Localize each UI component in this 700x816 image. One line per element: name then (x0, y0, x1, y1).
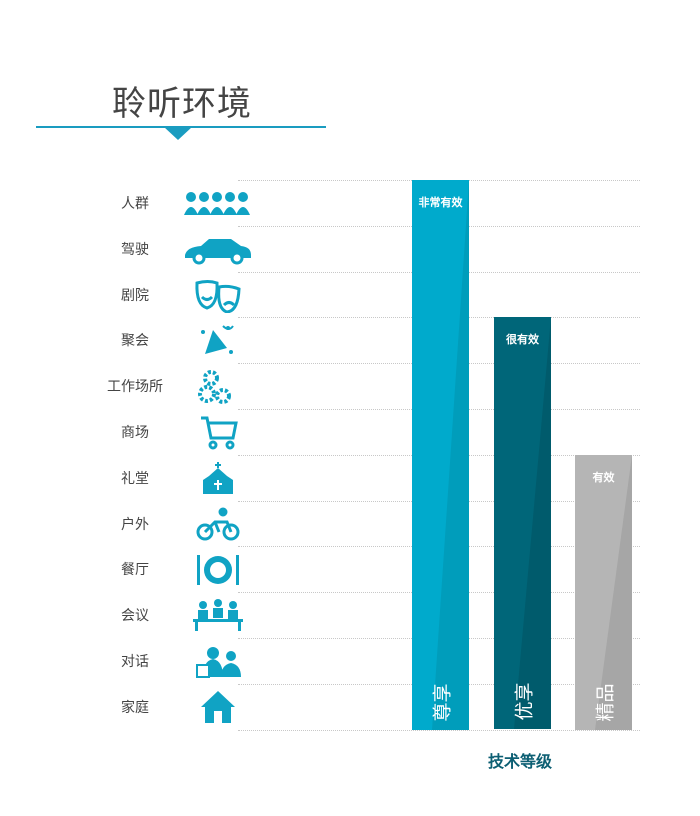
car-icon (185, 239, 251, 265)
grid-line (238, 730, 640, 731)
x-axis-label: 技术等级 (487, 752, 552, 771)
house-icon (201, 691, 235, 723)
gears-icon (198, 370, 231, 404)
tier-bar: 非常有效 尊享 (412, 180, 469, 730)
category-label: 家庭 (121, 700, 149, 716)
category-label: 驾驶 (121, 242, 149, 258)
plate-cutlery-icon (197, 555, 239, 585)
category-label: 工作场所 (107, 379, 163, 395)
effectiveness-label: 很有效 (506, 333, 539, 346)
category-label: 户外 (121, 517, 149, 533)
category-label: 剧院 (121, 288, 149, 304)
tier-bar: 有效 精品 (575, 455, 632, 730)
tier-bar: 很有效 优享 (494, 317, 551, 729)
category-label: 商场 (121, 425, 149, 441)
category-label: 人群 (121, 196, 149, 212)
conversation-icon (196, 647, 241, 678)
tier-name: 精品 (594, 683, 616, 722)
party-icon (201, 325, 234, 354)
title-pointer (164, 127, 192, 140)
shopping-cart-icon (201, 416, 238, 450)
church-icon (203, 462, 233, 494)
cyclist-icon (196, 507, 240, 541)
tier-name: 优享 (513, 682, 535, 721)
category-label: 对话 (121, 654, 149, 670)
category-label: 聚会 (121, 333, 149, 349)
meeting-icon (193, 599, 243, 631)
theater-masks-icon (195, 280, 241, 313)
page-title: 聆听环境 (112, 84, 252, 124)
effectiveness-label: 有效 (592, 471, 615, 484)
category-label: 礼堂 (121, 471, 149, 487)
category-label: 餐厅 (121, 562, 149, 578)
category-label: 会议 (121, 608, 149, 624)
effectiveness-label: 非常有效 (418, 196, 463, 209)
tier-name: 尊享 (431, 683, 453, 722)
crowd-icon (184, 192, 250, 215)
